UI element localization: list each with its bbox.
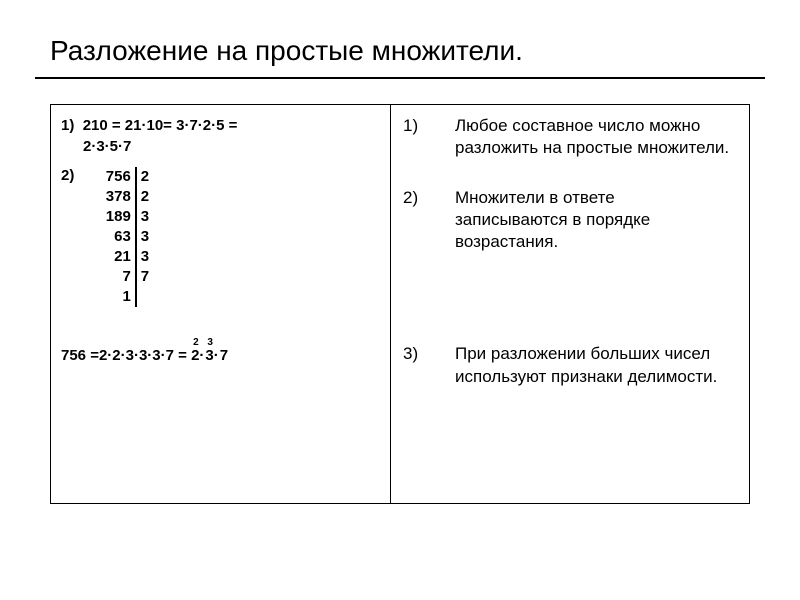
division-row: 77 [97, 267, 153, 287]
rule-item: 3) При разложении больших чисел использу… [403, 343, 731, 387]
example-2: 2) 7562 3782 1893 633 213 77 1 [61, 167, 380, 307]
example-1-line2: 2·3·5·7 [83, 138, 380, 155]
title-underline [35, 77, 765, 79]
division-row: 3782 [97, 187, 153, 207]
result-prefix: 756 =2·2·3·3·3·7 = [61, 347, 191, 364]
example-1-expr: 210 = 21·10= 3·7·2·5 = [83, 117, 238, 134]
div-right [135, 287, 153, 307]
div-right: 7 [135, 267, 153, 287]
base-3: 3 [205, 347, 213, 364]
division-row: 213 [97, 247, 153, 267]
rule-item: 1) Любое составное число можно разложить… [403, 115, 731, 159]
example-2-result: 756 =2·2·3·3·3·7 = 22·33·7 [61, 347, 380, 364]
result-base-3: 33 [205, 347, 213, 364]
div-left: 378 [97, 187, 135, 207]
exponent-3: 3 [207, 337, 213, 348]
base-7: 7 [220, 347, 228, 364]
rule-text: При разложении больших чисел используют … [431, 343, 731, 387]
div-left: 21 [97, 247, 135, 267]
div-left: 756 [97, 167, 135, 187]
division-row: 7562 [97, 167, 153, 187]
div-left: 1 [97, 287, 135, 307]
division-ladder: 7562 3782 1893 633 213 77 1 [97, 167, 153, 307]
rule-text: Любое составное число можно разложить на… [431, 115, 731, 159]
div-right: 3 [135, 247, 153, 267]
result-base-2: 22 [191, 347, 199, 364]
example-1-label: 1) [61, 117, 74, 134]
slide-title: Разложение на простые множители. [0, 0, 800, 77]
example-2-label: 2) [61, 167, 74, 184]
div-right: 3 [135, 227, 153, 247]
examples-column: 1) 210 = 21·10= 3·7·2·5 = 2·3·5·7 2) 756… [51, 105, 391, 503]
rule-number: 2) [403, 187, 431, 253]
div-right: 2 [135, 167, 153, 187]
rule-number: 1) [403, 115, 431, 159]
div-left: 63 [97, 227, 135, 247]
div-right: 2 [135, 187, 153, 207]
rules-column: 1) Любое составное число можно разложить… [391, 105, 749, 503]
division-row: 1 [97, 287, 153, 307]
division-row: 633 [97, 227, 153, 247]
rule-text: Множители в ответе записываются в порядк… [431, 187, 731, 253]
content-table: 1) 210 = 21·10= 3·7·2·5 = 2·3·5·7 2) 756… [50, 104, 750, 504]
rule-number: 3) [403, 343, 431, 387]
exponent-2: 2 [193, 337, 199, 348]
div-left: 189 [97, 207, 135, 227]
division-row: 1893 [97, 207, 153, 227]
div-right: 3 [135, 207, 153, 227]
base-2: 2 [191, 347, 199, 364]
rule-item: 2) Множители в ответе записываются в пор… [403, 187, 731, 253]
example-1-line1: 1) 210 = 21·10= 3·7·2·5 = [61, 117, 380, 134]
div-left: 7 [97, 267, 135, 287]
